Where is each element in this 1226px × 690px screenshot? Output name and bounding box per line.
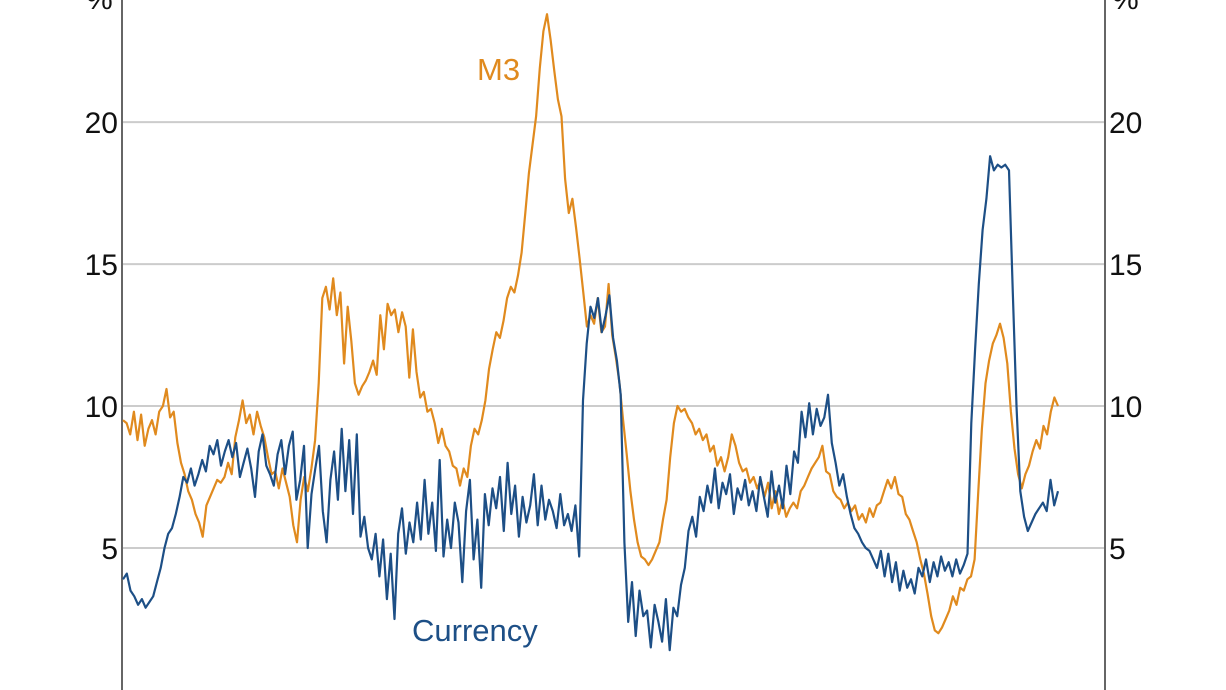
gridlines [122, 121, 1105, 550]
y-tick-label-left-5: 5 [101, 533, 118, 566]
y-axis-left-ticks: 5 10 15 20 [85, 107, 118, 566]
series-line-m3 [122, 13, 1060, 635]
y-axis-right-unit: % [1112, 0, 1139, 16]
y-tick-label-left-20: 20 [85, 107, 118, 140]
axes [121, 0, 1106, 690]
y-tick-label-right-10: 10 [1109, 391, 1142, 424]
series-lines [122, 13, 1060, 652]
y-axis-left-unit: % [86, 0, 113, 16]
series-label-currency: Currency [412, 613, 538, 648]
y-tick-label-right-5: 5 [1109, 533, 1126, 566]
y-tick-label-right-15: 15 [1109, 249, 1142, 282]
y-tick-label-left-10: 10 [85, 391, 118, 424]
y-tick-label-right-20: 20 [1109, 107, 1142, 140]
y-axis-right-ticks: 5 10 15 20 [1109, 107, 1142, 566]
series-line-currency [122, 155, 1060, 652]
y-tick-label-left-15: 15 [85, 249, 118, 282]
series-label-m3: M3 [477, 52, 520, 87]
